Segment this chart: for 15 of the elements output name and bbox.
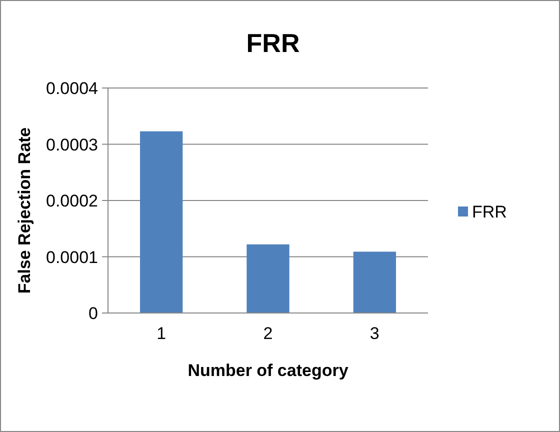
x-tick-label: 2 [263,324,273,343]
bar [353,252,396,313]
y-tick-label: 0 [88,304,98,323]
x-tick-label: 3 [370,324,380,343]
y-tick-label: 0.0002 [46,192,98,210]
bar [140,131,183,313]
y-axis-title: False Rejection Rate [15,127,34,294]
x-axis-title: Number of category [188,361,349,380]
y-tick-label: 0.0004 [46,79,98,98]
bar [246,244,290,313]
chart-title: FRR [246,28,300,58]
legend-label: FRR [472,202,507,222]
y-tick-label: 0.0003 [46,135,98,154]
x-tick-label: 1 [156,324,166,343]
y-tick-label: 0.0001 [46,248,98,267]
